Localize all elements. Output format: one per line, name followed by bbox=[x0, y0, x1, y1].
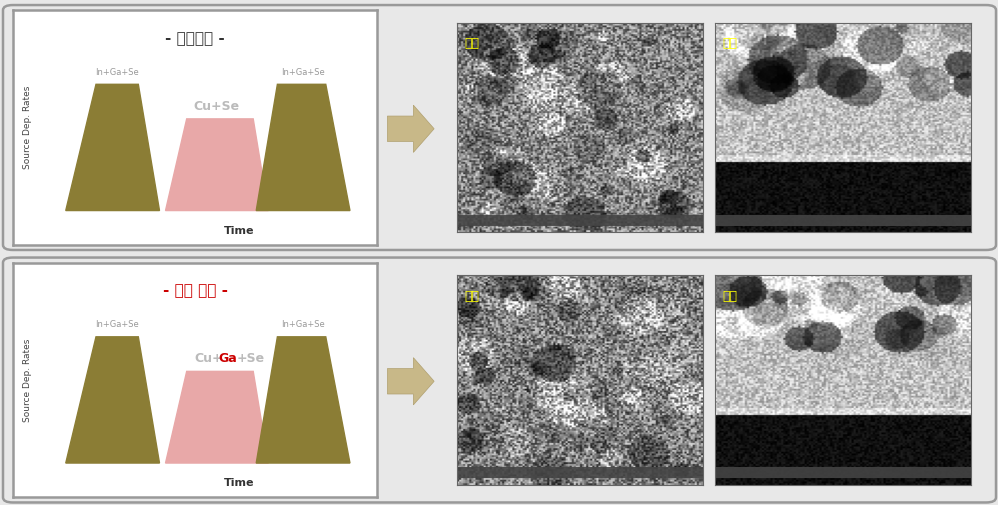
Polygon shape bbox=[256, 84, 350, 211]
Text: In+Ga+Se: In+Ga+Se bbox=[95, 68, 139, 77]
Polygon shape bbox=[66, 337, 160, 463]
Text: +Se: +Se bbox=[237, 352, 264, 365]
Text: In+Ga+Se: In+Ga+Se bbox=[281, 320, 325, 329]
Text: Time: Time bbox=[224, 226, 254, 235]
Polygon shape bbox=[166, 371, 268, 463]
Text: Cu+: Cu+ bbox=[195, 352, 223, 365]
Text: - 기존공정 -: - 기존공정 - bbox=[166, 31, 225, 46]
Text: 단면: 단면 bbox=[723, 37, 738, 50]
FancyArrow shape bbox=[387, 105, 434, 153]
Text: - 신규 공정 -: - 신규 공정 - bbox=[163, 283, 228, 298]
Text: Source Dep. Rates: Source Dep. Rates bbox=[23, 338, 32, 422]
Text: 표면: 표면 bbox=[464, 290, 479, 303]
Text: In+Ga+Se: In+Ga+Se bbox=[95, 320, 139, 329]
Text: 표면: 표면 bbox=[464, 37, 479, 50]
Polygon shape bbox=[256, 337, 350, 463]
Text: Ga: Ga bbox=[219, 352, 238, 365]
Text: Time: Time bbox=[224, 478, 254, 488]
Text: In+Ga+Se: In+Ga+Se bbox=[281, 68, 325, 77]
Polygon shape bbox=[66, 84, 160, 211]
Text: Source Dep. Rates: Source Dep. Rates bbox=[23, 86, 32, 169]
Polygon shape bbox=[166, 119, 268, 211]
FancyArrow shape bbox=[387, 358, 434, 405]
Text: Cu+Se: Cu+Se bbox=[194, 100, 240, 113]
Text: 단면: 단면 bbox=[723, 290, 738, 303]
